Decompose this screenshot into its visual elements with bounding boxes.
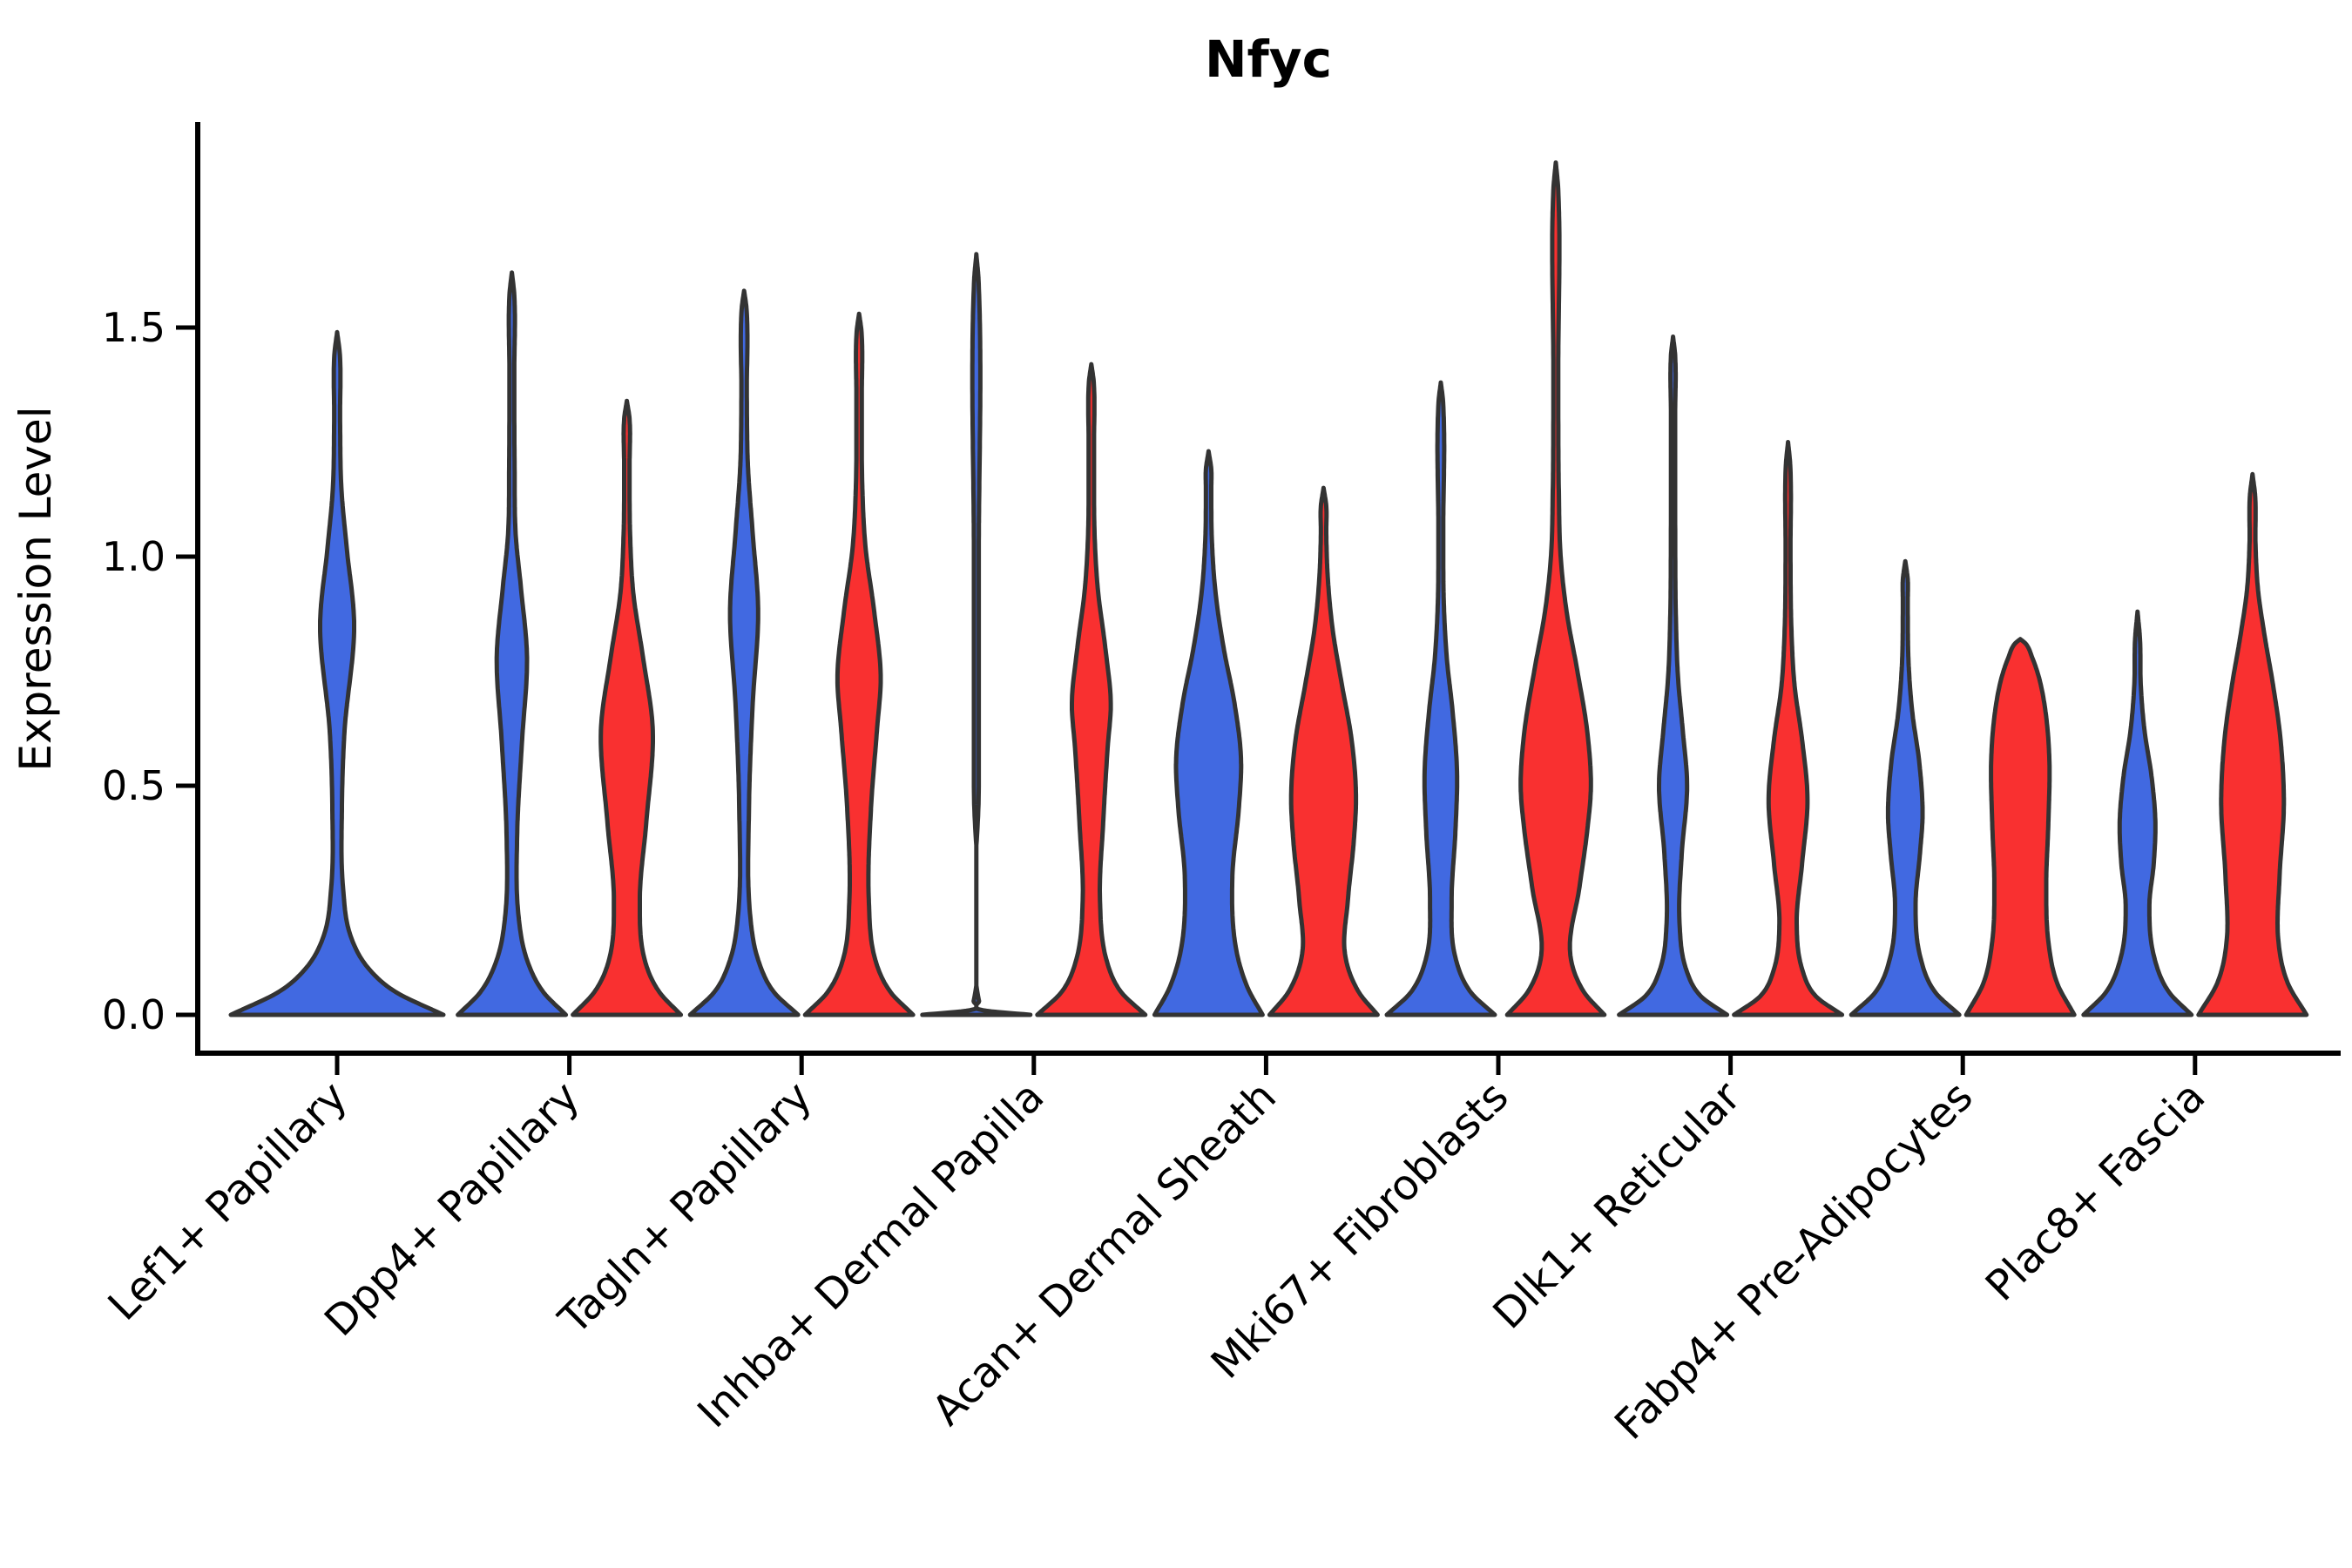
violin-inhba-dermal-papilla-blue — [920, 252, 1033, 1017]
x-tick-label: Dpp4+ Papillary — [315, 1072, 589, 1346]
y-tick-label: 0.5 — [102, 762, 166, 809]
violins-group — [228, 160, 2309, 1017]
violin-fabp4-pre-adipocytes-blue — [1848, 558, 1962, 1017]
violin-fabp4-pre-adipocytes-red — [1963, 637, 2077, 1017]
x-tick-label: Tagln+ Papillary — [549, 1072, 821, 1344]
violin-dpp4-papillary-blue — [456, 270, 569, 1017]
x-tick-label: Lef1+ Papillary — [99, 1072, 357, 1330]
violin-acan-dermal-sheath-blue — [1152, 449, 1265, 1017]
violin-tagln-papillary-blue — [687, 288, 801, 1017]
violin-dlk1-reticular-blue — [1617, 335, 1730, 1017]
y-tick-label: 1.5 — [102, 304, 166, 351]
violin-mki67-fibroblasts-red — [1504, 160, 1607, 1017]
violin-inhba-dermal-papilla-red — [1035, 362, 1148, 1017]
violin-plac8-fascia-blue — [2081, 609, 2194, 1017]
y-tick-label: 0.0 — [102, 991, 166, 1038]
violin-tagln-papillary-red — [802, 311, 916, 1017]
violin-acan-dermal-sheath-red — [1267, 485, 1380, 1017]
y-tick-label: 1.0 — [102, 533, 166, 580]
violin-mki67-fibroblasts-blue — [1384, 380, 1497, 1017]
x-tick-label: Dlk1+ Reticular — [1484, 1072, 1750, 1339]
x-tick-label: Plac8+ Fascia — [1977, 1072, 2215, 1311]
violin-dpp4-papillary-red — [571, 398, 684, 1017]
axes — [176, 122, 2341, 1075]
y-axis-label: Expression Level — [10, 406, 61, 771]
violin-dlk1-reticular-red — [1732, 440, 1845, 1017]
violin-lef1-papillary-blue — [228, 329, 446, 1017]
plot-title: Nfyc — [1205, 30, 1332, 89]
violin-plac8-fascia-red — [2196, 471, 2309, 1017]
